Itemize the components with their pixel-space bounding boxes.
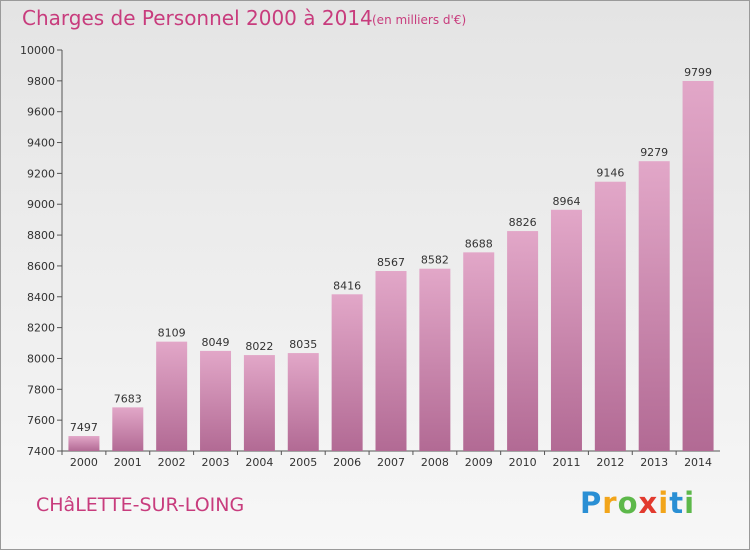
x-tick-label: 2014 bbox=[684, 456, 712, 469]
y-tick-label: 7400 bbox=[27, 445, 55, 458]
logo-letter: r bbox=[602, 486, 618, 520]
data-label: 8022 bbox=[245, 340, 273, 353]
y-tick-label: 9400 bbox=[27, 137, 55, 150]
x-tick-label: 2005 bbox=[289, 456, 317, 469]
x-tick-label: 2006 bbox=[333, 456, 361, 469]
y-tick-label: 9200 bbox=[27, 167, 55, 180]
data-label: 7497 bbox=[70, 421, 98, 434]
logo-letter: t bbox=[669, 486, 685, 520]
bar bbox=[638, 161, 670, 451]
bar bbox=[419, 268, 451, 451]
x-tick-label: 2012 bbox=[596, 456, 624, 469]
data-label: 8567 bbox=[377, 256, 405, 269]
data-label: 8582 bbox=[421, 254, 449, 267]
data-label: 8688 bbox=[465, 237, 493, 250]
bar bbox=[594, 181, 626, 451]
logo-letter: P bbox=[580, 486, 603, 520]
y-tick-label: 10000 bbox=[20, 44, 55, 57]
data-label: 9146 bbox=[596, 167, 624, 180]
data-label: 8109 bbox=[158, 327, 186, 340]
x-tick-label: 2004 bbox=[245, 456, 273, 469]
x-tick-label: 2009 bbox=[465, 456, 493, 469]
x-tick-label: 2000 bbox=[70, 456, 98, 469]
bar bbox=[375, 271, 407, 451]
bar bbox=[112, 407, 144, 451]
bar bbox=[156, 341, 188, 451]
x-tick-label: 2008 bbox=[421, 456, 449, 469]
data-label: 8035 bbox=[289, 338, 317, 351]
town-name: CHâLETTE-SUR-LOING bbox=[36, 494, 245, 516]
x-tick-label: 2011 bbox=[552, 456, 580, 469]
bar bbox=[682, 81, 714, 452]
bar bbox=[287, 353, 319, 451]
data-label: 7683 bbox=[114, 392, 142, 405]
y-tick-label: 9000 bbox=[27, 198, 55, 211]
y-tick-label: 8600 bbox=[27, 260, 55, 273]
x-tick-label: 2001 bbox=[114, 456, 142, 469]
data-label: 9799 bbox=[684, 66, 712, 79]
y-tick-label: 8200 bbox=[27, 322, 55, 335]
x-tick-label: 2007 bbox=[377, 456, 405, 469]
x-tick-label: 2003 bbox=[202, 456, 230, 469]
y-tick-label: 8800 bbox=[27, 229, 55, 242]
data-label: 8416 bbox=[333, 279, 361, 292]
bar bbox=[507, 231, 539, 451]
logo-letter: o bbox=[617, 486, 639, 520]
data-label: 8826 bbox=[509, 216, 537, 229]
bar bbox=[243, 355, 275, 451]
y-tick-label: 8400 bbox=[27, 291, 55, 304]
bar bbox=[68, 436, 100, 451]
chart-title: Charges de Personnel 2000 à 2014 bbox=[22, 6, 373, 30]
bar bbox=[463, 252, 495, 451]
x-tick-label: 2002 bbox=[158, 456, 186, 469]
proxiti-logo: Proxiti bbox=[580, 486, 695, 520]
bar bbox=[331, 294, 363, 451]
y-tick-label: 8000 bbox=[27, 352, 55, 365]
x-tick-label: 2010 bbox=[509, 456, 537, 469]
data-label: 9279 bbox=[640, 146, 668, 159]
chart-subtitle: (en milliers d'€) bbox=[372, 13, 467, 27]
data-label: 8964 bbox=[552, 195, 580, 208]
x-tick-label: 2013 bbox=[640, 456, 668, 469]
y-tick-label: 7600 bbox=[27, 414, 55, 427]
y-tick-label: 7800 bbox=[27, 383, 55, 396]
y-tick-label: 9600 bbox=[27, 106, 55, 119]
data-label: 8049 bbox=[202, 336, 230, 349]
logo-letter: i bbox=[684, 486, 696, 520]
bar bbox=[550, 209, 582, 451]
bar bbox=[200, 350, 232, 451]
logo-letter: x bbox=[638, 486, 659, 520]
logo-letter: i bbox=[658, 486, 670, 520]
y-tick-label: 9800 bbox=[27, 75, 55, 88]
